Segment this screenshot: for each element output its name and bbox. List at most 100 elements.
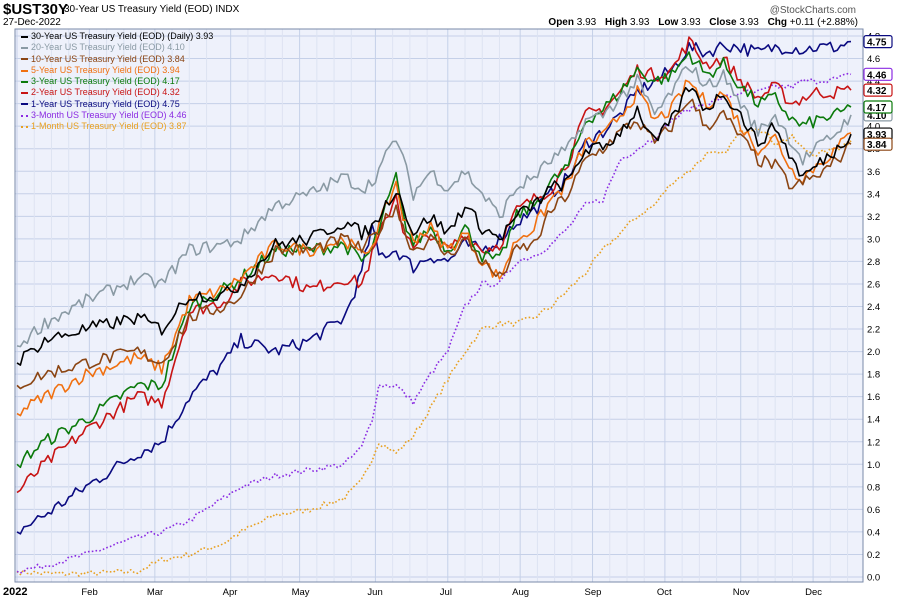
y-tick-label: 4.0 xyxy=(867,122,880,133)
series-line xyxy=(16,66,852,348)
symbol-label: $UST30Y xyxy=(3,1,69,18)
legend-swatch xyxy=(21,69,28,72)
x-tick-label: Dec xyxy=(805,587,822,598)
value-badge-label: 4.10 xyxy=(867,111,887,122)
value-badge-label: 4.32 xyxy=(867,86,887,97)
date-label: 27-Dec-2022 xyxy=(3,17,61,28)
plot-background xyxy=(15,29,863,582)
y-tick-label: 1.6 xyxy=(867,392,880,403)
x-tick-label: May xyxy=(292,587,310,598)
low-label: Low xyxy=(658,17,679,28)
x-tick-label: Aug xyxy=(512,587,529,598)
ohlc-readout: Open 3.93 High 3.93 Low 3.93 Close 3.93 … xyxy=(542,17,858,28)
legend-label: 3-Year US Treasury Yield (EOD) 4.17 xyxy=(31,76,180,87)
legend-item: 3-Year US Treasury Yield (EOD) 4.17 xyxy=(21,76,213,87)
value-badge-label: 3.93 xyxy=(867,130,887,141)
x-tick-label: Sep xyxy=(585,587,602,598)
legend-swatch xyxy=(21,103,28,106)
value-badge-label: 4.46 xyxy=(867,70,887,81)
value-badge xyxy=(863,137,893,151)
legend-item: 30-Year US Treasury Yield (EOD) (Daily) … xyxy=(21,31,213,42)
y-tick-label: 0.0 xyxy=(867,573,880,584)
legend-label: 1-Year US Treasury Yield (EOD) 4.75 xyxy=(31,98,180,109)
legend-swatch xyxy=(21,80,28,83)
y-tick-label: 0.2 xyxy=(867,550,880,561)
value-badge xyxy=(863,35,893,49)
low-value: 3.93 xyxy=(681,17,701,28)
legend-label: 20-Year US Treasury Yield (EOD) 4.10 xyxy=(31,42,185,53)
x-tick-label: Apr xyxy=(223,587,238,598)
y-tick-label: 0.8 xyxy=(867,482,880,493)
y-tick-label: 1.4 xyxy=(867,415,880,426)
credit-label: @StockCharts.com xyxy=(769,5,856,16)
close-value: 3.93 xyxy=(739,17,759,28)
y-tick-label: 2.8 xyxy=(867,257,880,268)
legend-swatch xyxy=(21,35,28,38)
legend-item: 20-Year US Treasury Yield (EOD) 4.10 xyxy=(21,42,213,53)
y-tick-label: 1.2 xyxy=(867,437,880,448)
chg-label: Chg xyxy=(767,17,788,28)
series-title: 30-Year US Treasury Yield (EOD) xyxy=(64,4,213,15)
y-tick-label: 4.4 xyxy=(867,77,880,88)
x-tick-label: 2022 xyxy=(3,586,27,598)
legend-swatch xyxy=(21,114,28,117)
y-tick-label: 2.0 xyxy=(867,347,880,358)
legend-label: 5-Year US Treasury Yield (EOD) 3.94 xyxy=(31,64,180,75)
legend-swatch xyxy=(21,92,28,95)
chart-title: 30-Year US Treasury Yield (EOD) INDX xyxy=(64,4,239,15)
y-tick-label: 3.4 xyxy=(867,189,880,200)
series-line xyxy=(16,86,852,366)
plot-frame xyxy=(14,28,864,583)
legend-item: 5-Year US Treasury Yield (EOD) 3.94 xyxy=(21,65,213,76)
series-line xyxy=(16,79,852,417)
y-tick-label: 1.8 xyxy=(867,370,880,381)
legend-swatch xyxy=(21,58,28,61)
legend-item: 1-Month US Treasury Yield (EOD) 3.87 xyxy=(21,121,213,132)
y-tick-label: 3.2 xyxy=(867,212,880,223)
high-value: 3.93 xyxy=(630,17,650,28)
close-label: Close xyxy=(709,17,737,28)
y-tick-label: 2.4 xyxy=(867,302,880,313)
legend-item: 1-Year US Treasury Yield (EOD) 4.75 xyxy=(21,99,213,110)
x-tick-label: Jun xyxy=(367,587,382,598)
y-tick-label: 2.6 xyxy=(867,279,880,290)
value-badge xyxy=(863,83,893,97)
series-line xyxy=(16,98,852,390)
y-tick-label: 4.6 xyxy=(867,54,880,65)
y-tick-label: 3.0 xyxy=(867,234,880,245)
x-tick-label: Jul xyxy=(440,587,452,598)
legend-label: 3-Month US Treasury Yield (EOD) 4.46 xyxy=(31,110,187,121)
series-line xyxy=(16,72,852,574)
series-line xyxy=(16,127,852,577)
legend-label: 2-Year US Treasury Yield (EOD) 4.32 xyxy=(31,87,180,98)
y-tick-label: 0.6 xyxy=(867,505,880,516)
x-tick-label: Nov xyxy=(733,587,750,598)
open-label: Open xyxy=(548,17,574,28)
x-tick-label: Oct xyxy=(657,587,672,598)
y-tick-label: 3.6 xyxy=(867,167,880,178)
series-line xyxy=(16,51,852,469)
value-badge-label: 4.17 xyxy=(867,103,887,114)
value-badge xyxy=(863,100,893,114)
legend: 30-Year US Treasury Yield (EOD) (Daily) … xyxy=(21,31,213,133)
value-badge-label: 4.75 xyxy=(867,38,887,49)
legend-item: 3-Month US Treasury Yield (EOD) 4.46 xyxy=(21,110,213,121)
y-tick-label: 0.4 xyxy=(867,527,880,538)
legend-item: 2-Year US Treasury Yield (EOD) 4.32 xyxy=(21,87,213,98)
y-tick-label: 1.0 xyxy=(867,460,880,471)
chg-value: +0.11 (+2.88%) xyxy=(789,17,858,28)
legend-item: 10-Year US Treasury Yield (EOD) 3.84 xyxy=(21,54,213,65)
legend-label: 30-Year US Treasury Yield (EOD) (Daily) … xyxy=(31,31,214,41)
value-badge-label: 3.84 xyxy=(867,140,887,151)
y-tick-label: 2.2 xyxy=(867,325,880,336)
series-line xyxy=(16,40,852,535)
open-value: 3.93 xyxy=(576,17,597,28)
exchange-label: INDX xyxy=(215,4,240,15)
legend-swatch xyxy=(21,46,28,49)
legend-label: 10-Year US Treasury Yield (EOD) 3.84 xyxy=(31,53,185,64)
legend-swatch xyxy=(21,126,28,128)
x-tick-label: Mar xyxy=(147,587,163,598)
x-tick-label: Feb xyxy=(81,587,97,598)
value-badge xyxy=(863,67,893,81)
